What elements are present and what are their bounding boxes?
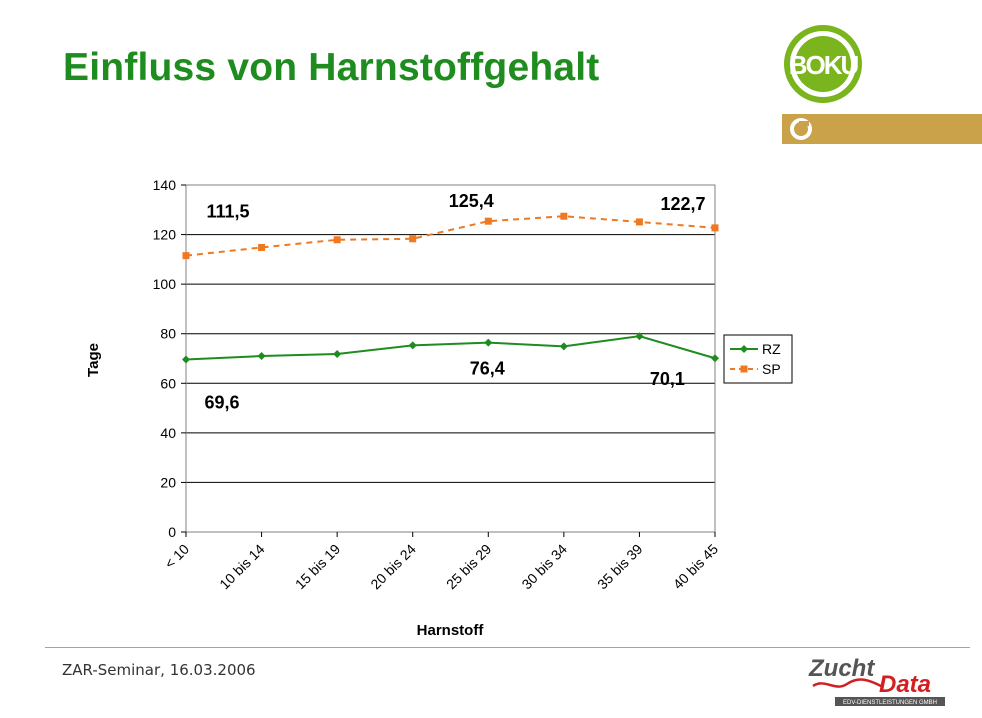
series-line-rz [185, 335, 716, 361]
series [182, 212, 719, 364]
footer-text: ZAR-Seminar, 16.03.2006 [62, 661, 256, 679]
annotations: 111,5 125,4 122,7 69,6 76,4 70,1 [204, 191, 705, 412]
data-point-sp [635, 218, 643, 226]
x-tick-label: 20 bis 24 [367, 541, 419, 593]
y-tick-label: 20 [160, 474, 176, 490]
data-point-rz [182, 355, 190, 364]
zuchtdata-logo: Zucht Data EDV-DIENSTLEISTUNGEN GMBH [808, 655, 945, 706]
data-point-sp [484, 217, 492, 225]
data-point-sp [409, 235, 417, 243]
page-title: Einfluss von Harnstoffgehalt [63, 46, 600, 89]
data-point-sp [560, 212, 568, 220]
x-tick-label: 15 bis 19 [292, 541, 344, 593]
legend: RZ SP [723, 334, 793, 384]
data-point-rz [559, 342, 568, 351]
data-point-rz [711, 354, 719, 363]
plot-area [185, 184, 716, 533]
boku-logo: BOKU [782, 25, 982, 144]
data-label: 69,6 [204, 392, 239, 412]
x-tick-label: < 10 [161, 541, 192, 572]
legend-marker-sp [740, 365, 748, 373]
x-tick-label: 35 bis 39 [594, 541, 646, 593]
legend-label-sp: SP [762, 361, 781, 377]
axes: 0 20 40 60 80 100 120 140 < 10 10 bis 14 15 bis 19… [153, 177, 722, 592]
zuchtdata-logo-subtext: EDV-DIENSTLEISTUNGEN GMBH [843, 700, 937, 706]
x-tick-label: 30 bis 34 [518, 541, 570, 593]
data-point-rz [257, 352, 266, 361]
y-tick-label: 80 [160, 326, 176, 342]
data-label: 70,1 [650, 369, 685, 389]
y-tick-label: 120 [153, 227, 177, 243]
x-axis-label: Harnstoff [417, 622, 485, 639]
series-line-sp [185, 215, 716, 257]
y-tick-label: 60 [160, 375, 176, 391]
zuchtdata-logo-text-2: Data [879, 671, 931, 698]
y-axis-label: Tage [85, 343, 102, 377]
boku-logo-text: BOKU [789, 50, 859, 80]
y-tick-label: 40 [160, 425, 176, 441]
data-point-rz [635, 332, 644, 341]
x-tick-label: 10 bis 14 [216, 541, 268, 593]
data-point-rz [333, 350, 342, 359]
data-point-sp [258, 243, 266, 251]
data-point-rz [484, 338, 493, 347]
data-point-sp [182, 252, 190, 260]
data-point-sp [333, 236, 341, 244]
footer-divider [45, 647, 970, 648]
x-tick-label: 40 bis 45 [670, 541, 722, 593]
y-tick-label: 140 [153, 177, 177, 193]
legend-label-rz: RZ [762, 341, 781, 357]
legend-marker-rz [740, 345, 748, 353]
legend-box [723, 334, 793, 384]
y-tick-label: 100 [153, 276, 177, 292]
y-tick-label: 0 [168, 524, 176, 540]
x-tick-label: 25 bis 29 [443, 541, 495, 593]
data-point-rz [408, 341, 417, 350]
data-label: 125,4 [449, 191, 494, 211]
data-label: 111,5 [206, 202, 249, 222]
data-label: 76,4 [470, 359, 505, 379]
zuchtdata-logo-text-1: Zucht [808, 655, 875, 682]
data-point-sp [711, 224, 719, 232]
data-label: 122,7 [660, 194, 705, 214]
